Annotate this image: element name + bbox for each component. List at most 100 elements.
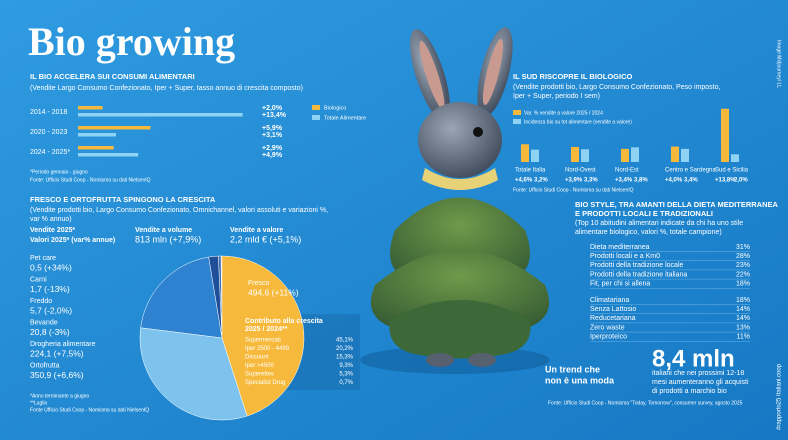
contribution-name: Supermercati <box>245 338 281 344</box>
category-label: Nord-Ovest <box>565 168 596 174</box>
sales-trend-figure: 8,4 mln <box>652 345 735 372</box>
rabbit-illustration <box>360 27 550 374</box>
habit-name: Reducetariana <box>590 315 636 322</box>
bar <box>731 154 739 162</box>
habit-value: 13% <box>736 324 750 331</box>
habit-name: Zero waste <box>590 324 625 331</box>
slice-value: 224,1 (+7,5%) <box>30 348 84 358</box>
image-credit: Image Midjourney/ LL <box>776 40 782 88</box>
bio-style-title: E PRODOTTI LOCALI E TRADIZIONALI <box>575 209 713 218</box>
legend-swatch <box>312 105 320 110</box>
bar <box>571 146 579 162</box>
page-title: Bio growing <box>28 19 235 64</box>
contribution-name: Superettes <box>245 372 274 378</box>
habit-value: 18% <box>736 297 750 304</box>
value-label: +5,9% <box>262 125 283 132</box>
legend-label: Var. % vendite a valore 2025 / 2024 <box>524 110 603 116</box>
chart-subtitle: (Vendite prodotti bio, Largo Consumo Con… <box>513 84 720 91</box>
bio-style-subtitle: alimentare biologico, valori %, totale c… <box>575 229 722 236</box>
value-label: +3,1% <box>262 132 283 139</box>
contribution-value: 45,1% <box>336 338 354 344</box>
legend-swatch <box>312 115 320 120</box>
habit-name: Prodotti della tradizione italiana <box>590 271 687 278</box>
category-label: Sud e Sicilia <box>715 168 749 174</box>
contribution-title: Contributo alla crescita <box>245 318 323 325</box>
chart-title: IL SUD RISCOPRE IL BIOLOGICO <box>513 72 632 81</box>
legend-label: Incidenza bio su tot alimentare (vendite… <box>524 119 632 125</box>
contribution-value: 9,3% <box>339 363 353 369</box>
summary-label: Vendite a volume <box>135 227 192 234</box>
bar <box>78 113 243 117</box>
legend-swatch <box>513 119 521 124</box>
legend-label: Totale Alimentare <box>324 115 366 121</box>
bar <box>721 108 729 162</box>
category-label: Nord-Est <box>615 168 639 174</box>
value-label: +13,8% <box>715 178 736 184</box>
trend-tagline: Un trend che <box>545 364 600 374</box>
bar <box>671 146 679 162</box>
slice-value: 5,7 (-2,0%) <box>30 305 72 315</box>
contribution-title: 2025 / 2024** <box>245 326 288 333</box>
bio-style-title: BIO STYLE, TRA AMANTI DELLA DIETA MEDITE… <box>575 200 778 209</box>
slice-label: Pet care <box>30 255 56 262</box>
pie-slice <box>139 327 248 421</box>
slice-label: Drogheria alimentare <box>30 341 95 348</box>
value-label: +4,9% <box>262 152 283 159</box>
bar <box>78 133 117 137</box>
habit-value: 31% <box>736 244 750 251</box>
habit-name: Fit, per chi si allena <box>590 281 650 288</box>
slice-label: Carni <box>30 276 47 283</box>
bar <box>631 147 639 162</box>
bar <box>681 148 689 162</box>
chart-subtitle: (Vendite prodotti bio, Largo Consumo Con… <box>30 207 328 214</box>
trend-text: di prodotti a marchio bio <box>652 388 727 395</box>
category-label: 2024 - 2025* <box>30 149 70 156</box>
bar <box>78 126 151 130</box>
bar <box>78 146 114 150</box>
chart-subtitle: (Vendite Largo Consumo Confezionato, Ipe… <box>30 85 303 92</box>
bar <box>78 106 103 110</box>
value-label: +4,6% <box>515 178 533 184</box>
habit-name: Iperproteico <box>590 334 627 341</box>
contribution-name: Discount <box>245 355 269 361</box>
contribution-name: Iper 2500 - 4499 <box>245 346 290 352</box>
value-label: 3,2% <box>534 178 548 184</box>
legend-label: Biologico <box>324 105 346 111</box>
chart-note: Fonte: Ufficio Studi Coop - Nomisma su d… <box>513 187 634 193</box>
category-label: Centro e Sardegna <box>665 168 716 174</box>
report-tag: #rapporto25 Italiani.coop <box>777 363 783 430</box>
chart-note: *Periodo gennaio - giugno <box>30 169 88 175</box>
summary-value: 2,2 mld € (+5,1%) <box>230 234 301 244</box>
slice-label: Freddo <box>30 298 52 305</box>
contribution-value: 15,3% <box>336 355 354 361</box>
value-label: +2,0% <box>262 105 283 112</box>
slice-value: 1,7 (-13%) <box>30 284 70 294</box>
bar <box>78 153 139 157</box>
value-label: +2,9% <box>262 145 283 152</box>
summary-title: Vendite 2025* <box>30 227 75 234</box>
contribution-name: Iper >4500 <box>245 363 275 369</box>
chart-title: IL BIO ACCELERA SUI CONSUMI ALIMENTARI <box>30 72 195 81</box>
chart-note: Fonte: Ufficio Studi Coop - Nomisma su d… <box>30 177 151 183</box>
trend-source: Fonte: Ufficio Studi Coop - Nomisma "Tod… <box>548 400 743 406</box>
habit-value: 11% <box>737 334 751 341</box>
slice-value: 494,6 (+11%) <box>248 287 299 297</box>
value-label: +4,0% <box>665 178 683 184</box>
chart-subtitle: Iper + Super, periodo I sem) <box>513 93 600 100</box>
legend-swatch <box>513 110 521 115</box>
slice-value: 0,5 (+34%) <box>30 262 72 272</box>
trend-text: italiani che nei prossimi 12-18 <box>652 370 744 377</box>
summary-label: Vendite a valore <box>230 227 283 234</box>
contribution-value: 5,3% <box>339 372 353 378</box>
chart-subtitle: var % annuo) <box>30 216 72 223</box>
habit-name: Prodotti della tradizione locale <box>590 262 683 269</box>
category-label: Totale Italia <box>515 168 546 174</box>
habit-name: Climatariana <box>590 297 629 304</box>
category-label: 2020 - 2023 <box>30 129 67 136</box>
value-label: 3,3% <box>584 178 598 184</box>
habit-value: 22% <box>736 271 750 278</box>
slice-value: 20,8 (-3%) <box>30 327 70 337</box>
value-label: +3,9% <box>565 178 583 184</box>
slice-label: Ortofrutta <box>30 362 60 369</box>
